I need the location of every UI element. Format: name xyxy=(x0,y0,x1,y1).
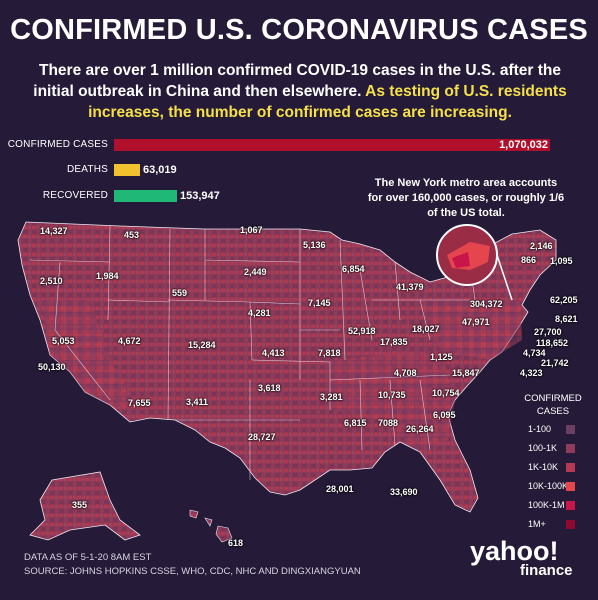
legend-swatch xyxy=(566,520,575,529)
legend-item-label: 1M+ xyxy=(528,519,546,529)
legend-title: CONFIRMED CASES xyxy=(524,393,582,417)
yahoo-logo: yahoo! xyxy=(470,536,559,566)
subtitle-highlight: As testing of U.S. residents increases, … xyxy=(88,83,567,121)
label-ga: 26,264 xyxy=(406,424,434,434)
label-sd: 2,449 xyxy=(244,267,267,277)
label-tx: 28,727 xyxy=(248,432,276,442)
confirmed-bar xyxy=(114,139,550,151)
finance-logo: finance xyxy=(520,562,573,579)
label-oh: 18,027 xyxy=(412,324,440,334)
label-la: 28,001 xyxy=(326,484,354,494)
label-ky: 4,708 xyxy=(394,368,417,378)
label-nc: 10,754 xyxy=(432,388,460,398)
label-wv: 1,125 xyxy=(430,352,453,362)
source-credit: SOURCE: JOHNS HOPKINS CSSE, WHO, CDC, NH… xyxy=(24,566,361,577)
recovered-bar xyxy=(114,190,177,202)
confirmed-value: 1,070,032 xyxy=(499,139,548,151)
label-fl: 33,690 xyxy=(390,487,418,497)
legend-item-label: 10K-100K xyxy=(528,481,569,491)
recovered-label: RECOVERED xyxy=(42,190,108,201)
label-nd: 1,067 xyxy=(240,225,263,235)
label-de: 4,734 xyxy=(523,348,546,358)
legend-item-label: 1K-10K xyxy=(528,462,559,472)
label-mt: 453 xyxy=(124,230,140,240)
label-wa: 14,327 xyxy=(40,226,68,236)
label-ks: 4,413 xyxy=(262,348,285,358)
label-ri: 8,621 xyxy=(555,314,578,324)
label-ny: 304,372 xyxy=(470,299,503,309)
deaths-label: DEATHS xyxy=(66,164,108,175)
page-title: CONFIRMED U.S. CORONAVIRUS CASES xyxy=(10,14,588,46)
label-co: 15,284 xyxy=(188,340,216,350)
label-in: 17,835 xyxy=(380,337,408,347)
label-id: 1,984 xyxy=(96,271,119,281)
deaths-value: 63,019 xyxy=(143,164,177,176)
legend-item-label: 100K-1M xyxy=(528,500,565,510)
subtitle: There are over 1 million confirmed COVID… xyxy=(20,60,580,123)
label-mn: 5,136 xyxy=(303,240,326,250)
label-va: 15,847 xyxy=(452,368,480,378)
label-il: 52,918 xyxy=(348,326,376,336)
label-nj: 118,652 xyxy=(536,338,569,348)
label-pa: 47,971 xyxy=(462,317,490,327)
label-ut: 4,672 xyxy=(118,336,141,346)
label-ar: 3,281 xyxy=(320,392,343,402)
label-mi: 41,379 xyxy=(396,282,424,292)
label-wy: 559 xyxy=(172,288,188,298)
label-me: 1,095 xyxy=(550,256,573,266)
label-mo: 7,818 xyxy=(318,348,341,358)
label-vt: 866 xyxy=(521,255,537,265)
label-ne: 4,281 xyxy=(248,308,271,318)
legend-swatch xyxy=(566,425,575,434)
data-date: DATA AS OF 5-1-20 8AM EST xyxy=(24,552,152,563)
label-dc: 4,323 xyxy=(520,368,543,378)
legend-swatch xyxy=(566,444,575,453)
label-sc: 6,095 xyxy=(433,410,456,420)
label-nm: 3,411 xyxy=(186,397,209,407)
label-al: 7088 xyxy=(378,418,399,428)
label-or: 2,510 xyxy=(40,276,63,286)
ny-metro-note: The New York metro area accounts for ove… xyxy=(367,177,565,219)
us-county-map xyxy=(17,221,557,543)
state-borders xyxy=(29,225,476,480)
hawaii-shape xyxy=(189,509,233,543)
legend-swatch xyxy=(566,501,575,510)
confirmed-label: CONFIRMED CASES xyxy=(7,139,108,150)
recovered-value: 153,947 xyxy=(180,190,220,202)
label-hi: 618 xyxy=(228,538,244,548)
label-md: 21,742 xyxy=(541,358,569,368)
label-ct: 27,700 xyxy=(534,327,562,337)
label-ok: 3,618 xyxy=(258,383,281,393)
ny-inset-pointer xyxy=(496,254,513,301)
label-ma: 62,205 xyxy=(550,295,578,305)
subtitle-plain: There are over 1 million confirmed COVID… xyxy=(33,62,561,100)
legend-item-label: 100-1K xyxy=(528,443,558,453)
label-nv: 5,053 xyxy=(52,336,75,346)
deaths-bar xyxy=(114,164,140,176)
label-tn: 10,735 xyxy=(378,390,406,400)
alaska-shape xyxy=(29,471,141,541)
label-ia: 7,145 xyxy=(308,298,331,308)
legend-swatch xyxy=(566,463,575,472)
label-wi: 6,854 xyxy=(342,264,365,274)
legend-swatch xyxy=(566,482,575,491)
label-ms: 6,815 xyxy=(344,418,367,428)
label-ca: 50,130 xyxy=(38,362,66,372)
legend-item-label: 1-100 xyxy=(528,424,552,434)
label-ak: 355 xyxy=(72,500,88,510)
label-nh: 2,146 xyxy=(530,241,553,251)
label-az: 7,655 xyxy=(128,398,151,408)
